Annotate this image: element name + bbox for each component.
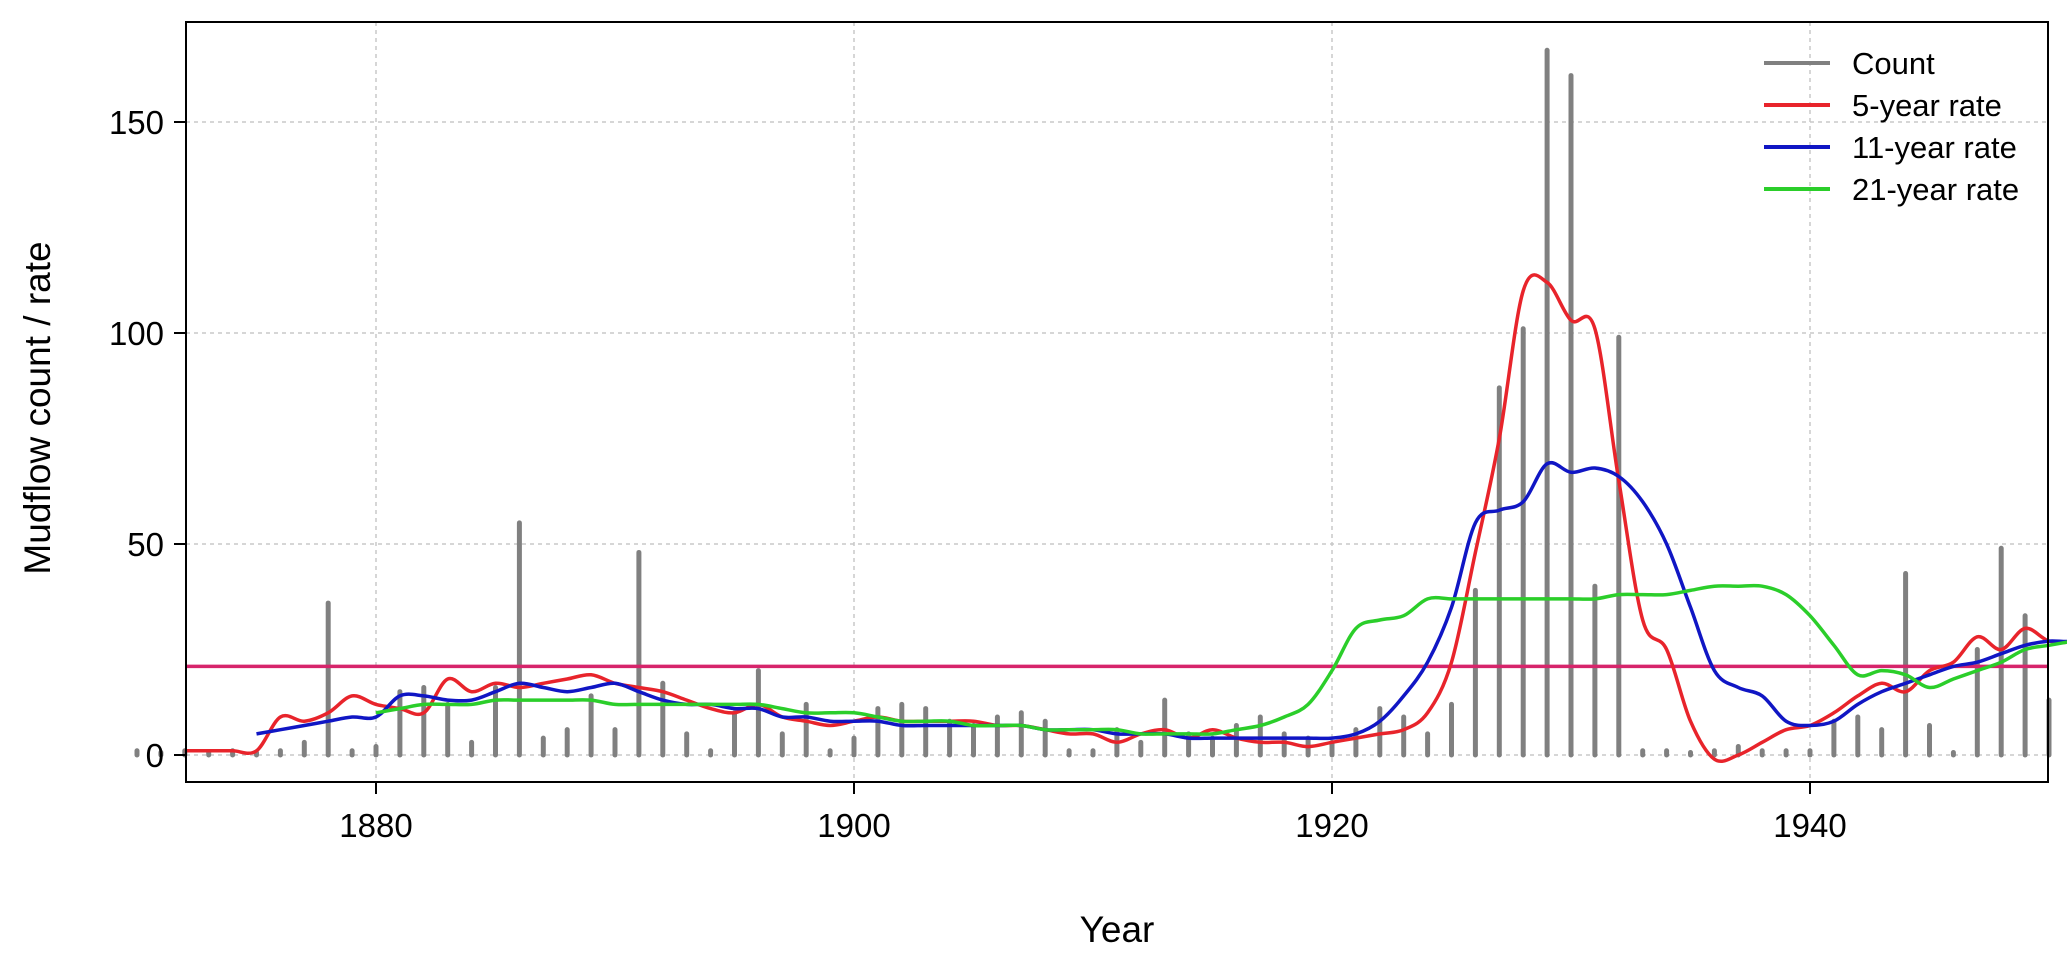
x-tick-label: 1940 [1773,807,1846,844]
x-tick-label: 1900 [817,807,890,844]
y-axis: 0 50 100 150 [109,104,186,774]
x-axis-title: Year [1080,909,1155,950]
plot-frame [185,21,2049,783]
y-tick-label: 0 [146,737,164,774]
legend: Count 5-year rate 11-year rate 21-year rate [1764,46,2019,207]
y-tick-label: 50 [127,526,164,563]
legend-label: 5-year rate [1852,88,2002,123]
x-axis: 1880190019201940196019802000 [339,782,1847,844]
y-tick-label: 150 [109,104,164,141]
rate-21-year-line [375,583,2067,736]
legend-label: Count [1852,46,1935,81]
x-tick-label: 1920 [1295,807,1368,844]
legend-label: 11-year rate [1852,130,2017,165]
x-tick-label: 1880 [339,807,412,844]
rate-lines [184,273,2067,764]
y-tick-label: 100 [109,315,164,352]
rate-11-year-line [256,460,2067,741]
y-axis-title: Mudflow count / rate [17,241,58,574]
legend-label: 21-year rate [1852,172,2019,207]
